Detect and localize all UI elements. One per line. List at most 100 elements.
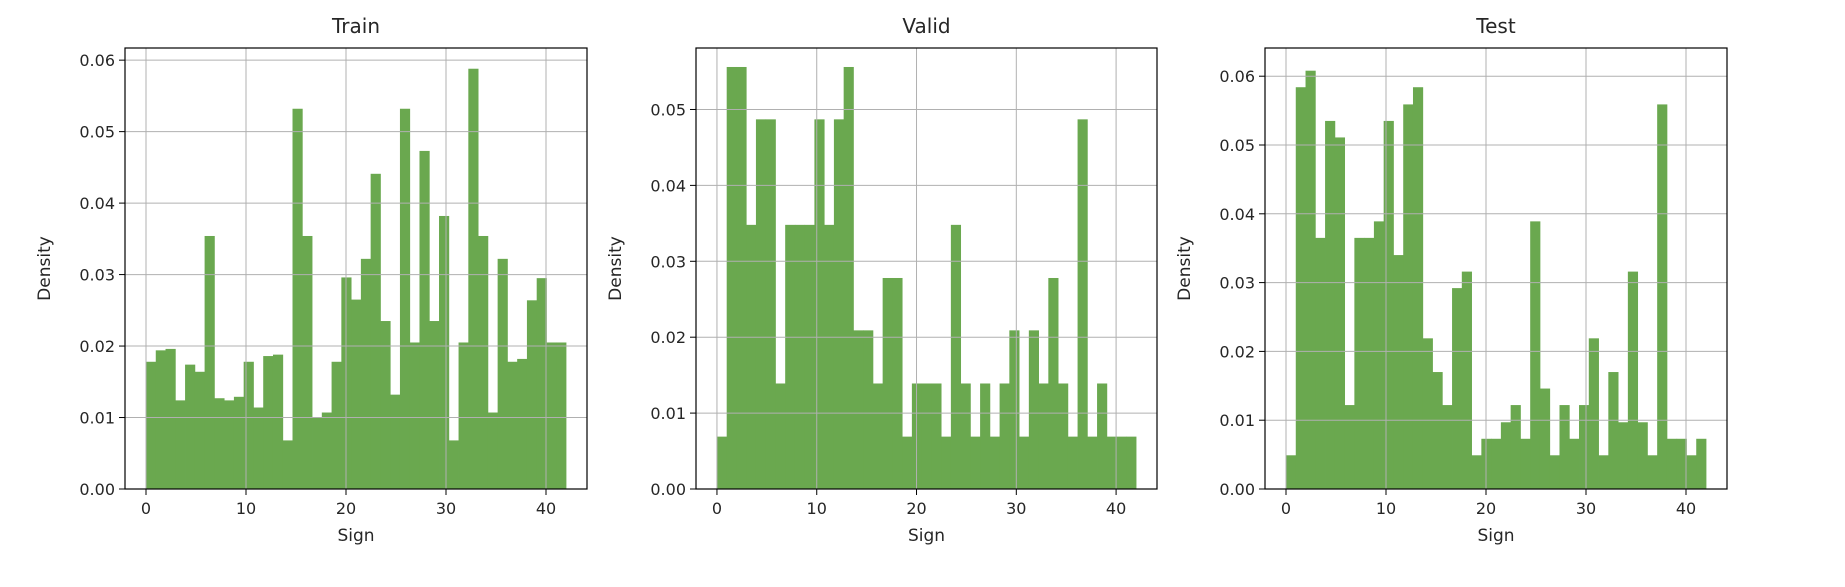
bar-valid-40 [1106,436,1117,489]
bar-train-32 [458,342,469,489]
bar-valid-35 [1058,383,1069,489]
bar-valid-18 [892,277,903,489]
y-tick-label-test-0: 0.00 [1219,480,1255,499]
bar-test-36 [1637,422,1648,489]
bar-valid-42 [1126,436,1137,489]
chart-panel-train: 0 10 20 30 40 0.00 0.01 0.02 0.03 0.04 0.05 0.06 Tra… [35,14,588,546]
bar-train-22 [360,258,372,489]
bar-train-2 [165,348,176,489]
bar-train-8 [224,400,235,489]
bar-train-16 [302,235,313,489]
x-tick-label-valid-0: 0 [712,499,722,518]
bar-valid-26 [970,436,981,489]
bar-train-29 [429,321,440,489]
bar-valid-31 [1019,436,1030,489]
y-tick-label-valid-4: 0.04 [650,176,686,195]
bar-test-35 [1627,271,1639,489]
bar-train-5 [194,371,206,489]
y-tick-label-test-2: 0.02 [1219,342,1255,361]
bar-valid-38 [1087,436,1098,489]
y-tick-label-train-4: 0.04 [79,194,115,213]
chart-panel-valid: 0 10 20 30 40 0.00 0.01 0.02 0.03 0.04 0.05 Valid Si… [606,14,1158,546]
bar-train-4 [185,364,196,489]
bar-train-18 [321,412,332,489]
bar-valid-9 [804,224,815,490]
bar-test-41 [1686,455,1697,489]
x-tick-label-test-0: 0 [1281,499,1291,518]
axes-frame-test [1264,47,1728,490]
bar-valid-7 [785,224,796,490]
bar-test-9 [1373,221,1385,489]
y-tick-label-test-5: 0.05 [1219,136,1255,155]
y-tick-label-train-3: 0.03 [79,266,115,285]
x-axis-label-test: Sign [1477,526,1514,546]
bar-test-32 [1598,455,1609,489]
bar-test-3 [1315,237,1326,489]
bar-train-3 [175,400,186,489]
bar-valid-10 [814,119,825,489]
bar-train-10 [243,361,254,489]
y-tick-label-test-6: 0.06 [1219,67,1255,86]
bar-test-30 [1579,405,1590,489]
x-tick-label-valid-2: 20 [906,499,926,518]
bar-valid-13 [843,66,854,489]
bar-test-42 [1696,438,1707,489]
bar-test-28 [1559,405,1570,489]
bar-train-17 [312,417,323,489]
bar-valid-0 [716,436,728,489]
bar-test-23 [1510,405,1521,489]
bar-valid-14 [853,330,864,489]
y-tick-label-valid-2: 0.02 [650,328,686,347]
x-tick-label-test-1: 10 [1376,499,1396,518]
y-tick-label-valid-1: 0.01 [650,404,686,423]
bar-test-14 [1422,338,1433,489]
y-tick-label-train-6: 0.06 [79,51,115,70]
bar-train-27 [409,342,420,489]
bar-valid-33 [1038,383,1049,489]
x-tick-label-train-0: 0 [141,499,151,518]
y-axis-label-valid: Density [606,236,626,301]
bar-test-6 [1344,405,1355,489]
bar-train-42 [556,342,567,489]
y-tick-label-train-5: 0.05 [79,123,115,142]
bar-valid-36 [1067,436,1078,489]
bar-test-16 [1442,405,1453,489]
bar-valid-21 [921,383,932,489]
bar-test-27 [1549,455,1560,489]
bar-valid-5 [765,119,776,489]
x-tick-label-valid-1: 10 [807,499,827,518]
bar-test-29 [1569,438,1580,489]
x-tick-label-train-1: 10 [236,499,256,518]
bar-train-9 [233,396,245,489]
y-tick-label-test-1: 0.01 [1219,411,1255,430]
y-tick-label-train-0: 0.00 [79,480,115,499]
bar-valid-29 [999,383,1010,489]
bar-train-1 [155,350,166,489]
bar-valid-4 [755,119,767,489]
bar-train-14 [282,440,293,489]
x-tick-label-train-2: 20 [336,499,356,518]
bar-train-31 [448,440,459,489]
bar-train-40 [536,278,547,489]
x-tick-label-train-3: 30 [436,499,456,518]
bar-train-13 [272,354,284,489]
bar-valid-12 [833,119,845,489]
bar-valid-23 [941,436,952,489]
x-axis-label-train: Sign [337,526,374,546]
bar-test-39 [1666,438,1678,489]
axes-frame-valid [695,47,1158,490]
bar-train-28 [419,150,430,490]
bar-valid-27 [980,383,991,489]
bar-test-31 [1588,338,1599,489]
bar-test-33 [1608,372,1619,489]
bar-valid-8 [794,224,806,490]
bar-train-12 [263,356,274,489]
x-tick-label-train-4: 40 [536,499,556,518]
bar-test-4 [1325,120,1336,490]
y-tick-label-test-4: 0.04 [1219,205,1255,224]
bar-valid-30 [1009,330,1020,489]
bar-train-37 [507,361,518,489]
bar-train-15 [292,108,303,489]
x-axis-label-valid: Sign [908,526,945,546]
bar-valid-37 [1077,119,1088,489]
